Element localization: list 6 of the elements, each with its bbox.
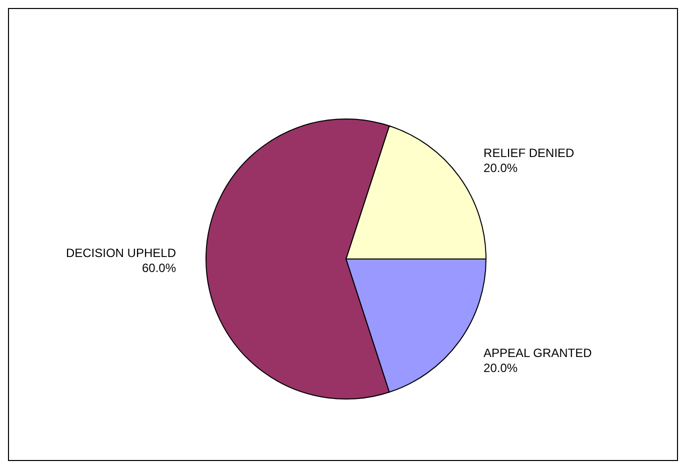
data-label: 20.0% (484, 360, 518, 375)
data-label: 60.0% (142, 261, 176, 275)
data-label: 20.0% (484, 161, 518, 176)
slice-label: RELIEF DENIED (484, 146, 575, 160)
slice-label: DECISION UPHELD (66, 246, 176, 260)
slice-label: APPEAL GRANTED (484, 346, 592, 360)
